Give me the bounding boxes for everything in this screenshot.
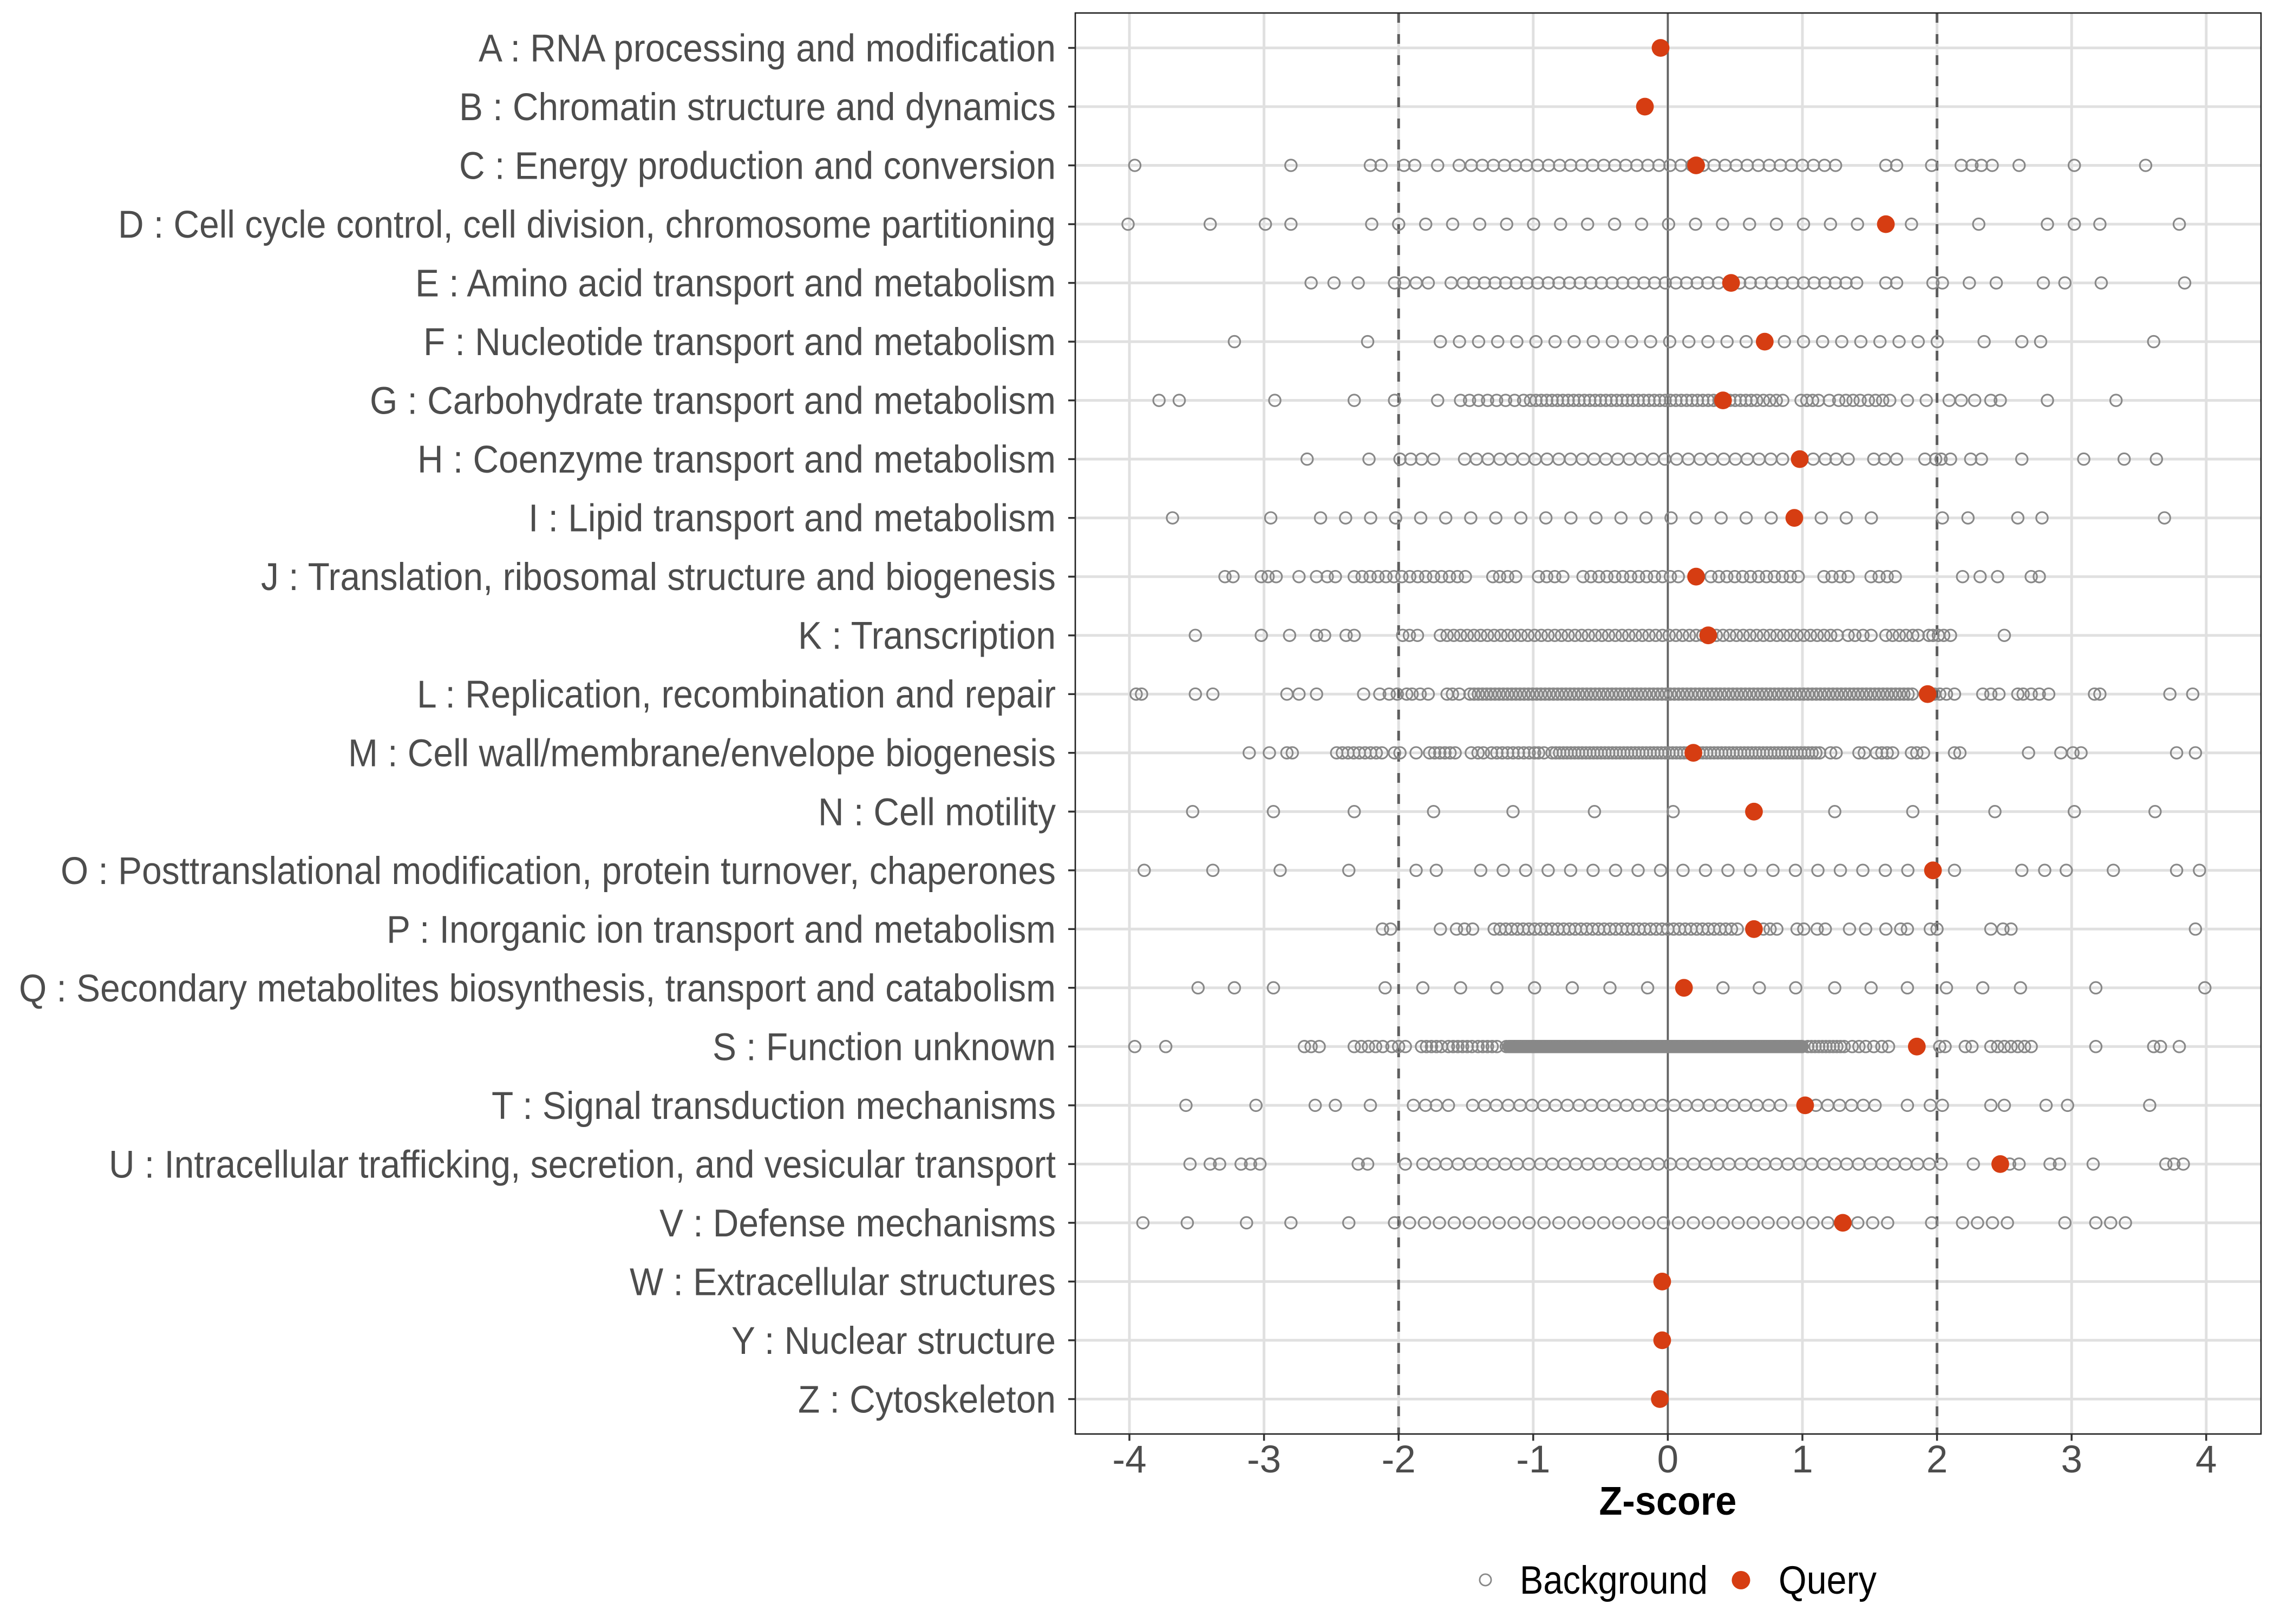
svg-text:N : Cell motility: N : Cell motility: [818, 790, 1056, 834]
svg-text:O : Posttranslational modifica: O : Posttranslational modification, prot…: [61, 849, 1056, 893]
svg-text:E : Amino acid transport and m: E : Amino acid transport and metabolism: [415, 262, 1056, 305]
svg-text:W : Extracellular structures: W : Extracellular structures: [630, 1260, 1056, 1304]
svg-text:Z-score: Z-score: [1599, 1478, 1736, 1523]
svg-text:D : Cell cycle control, cell d: D : Cell cycle control, cell division, c…: [118, 203, 1056, 246]
svg-text:-2: -2: [1382, 1438, 1416, 1481]
svg-text:Z : Cytoskeleton: Z : Cytoskeleton: [798, 1378, 1056, 1422]
svg-text:K : Transcription: K : Transcription: [798, 614, 1056, 658]
svg-text:-3: -3: [1247, 1438, 1281, 1481]
svg-text:P : Inorganic ion transport an: P : Inorganic ion transport and metaboli…: [387, 908, 1056, 951]
svg-text:G : Carbohydrate transport and: G : Carbohydrate transport and metabolis…: [370, 379, 1056, 423]
svg-text:3: 3: [2061, 1438, 2082, 1481]
svg-text:M : Cell wall/membrane/envelop: M : Cell wall/membrane/envelope biogenes…: [348, 732, 1056, 775]
svg-text:L : Replication, recombination: L : Replication, recombination and repai…: [417, 673, 1056, 716]
svg-text:1: 1: [1792, 1438, 1813, 1481]
svg-text:U : Intracellular trafficking,: U : Intracellular trafficking, secretion…: [109, 1143, 1056, 1186]
svg-text:0: 0: [1657, 1438, 1679, 1481]
svg-text:I : Lipid transport and metabo: I : Lipid transport and metabolism: [528, 497, 1056, 540]
svg-text:V : Defense mechanisms: V : Defense mechanisms: [659, 1202, 1056, 1245]
svg-text:B : Chromatin structure and dy: B : Chromatin structure and dynamics: [459, 86, 1056, 129]
svg-text:H : Coenzyme transport and met: H : Coenzyme transport and metabolism: [417, 438, 1056, 481]
svg-text:-1: -1: [1516, 1438, 1550, 1481]
svg-text:2: 2: [1926, 1438, 1948, 1481]
svg-text:Q : Secondary metabolites bios: Q : Secondary metabolites biosynthesis, …: [19, 967, 1056, 1010]
svg-text:J : Translation, ribosomal str: J : Translation, ribosomal structure and…: [261, 555, 1056, 599]
svg-text:C : Energy production and conv: C : Energy production and conversion: [459, 145, 1056, 188]
svg-text:F : Nucleotide transport and m: F : Nucleotide transport and metabolism: [423, 320, 1056, 364]
svg-text:A : RNA processing and modific: A : RNA processing and modification: [479, 27, 1056, 70]
svg-text:Background: Background: [1520, 1558, 1708, 1602]
svg-text:T : Signal transduction mechan: T : Signal transduction mechanisms: [492, 1084, 1056, 1128]
svg-text:Query: Query: [1779, 1558, 1877, 1602]
svg-text:-4: -4: [1112, 1438, 1146, 1481]
svg-text:Y : Nuclear structure: Y : Nuclear structure: [731, 1319, 1056, 1363]
svg-text:4: 4: [2195, 1438, 2217, 1481]
svg-text:S : Function unknown: S : Function unknown: [713, 1025, 1056, 1069]
